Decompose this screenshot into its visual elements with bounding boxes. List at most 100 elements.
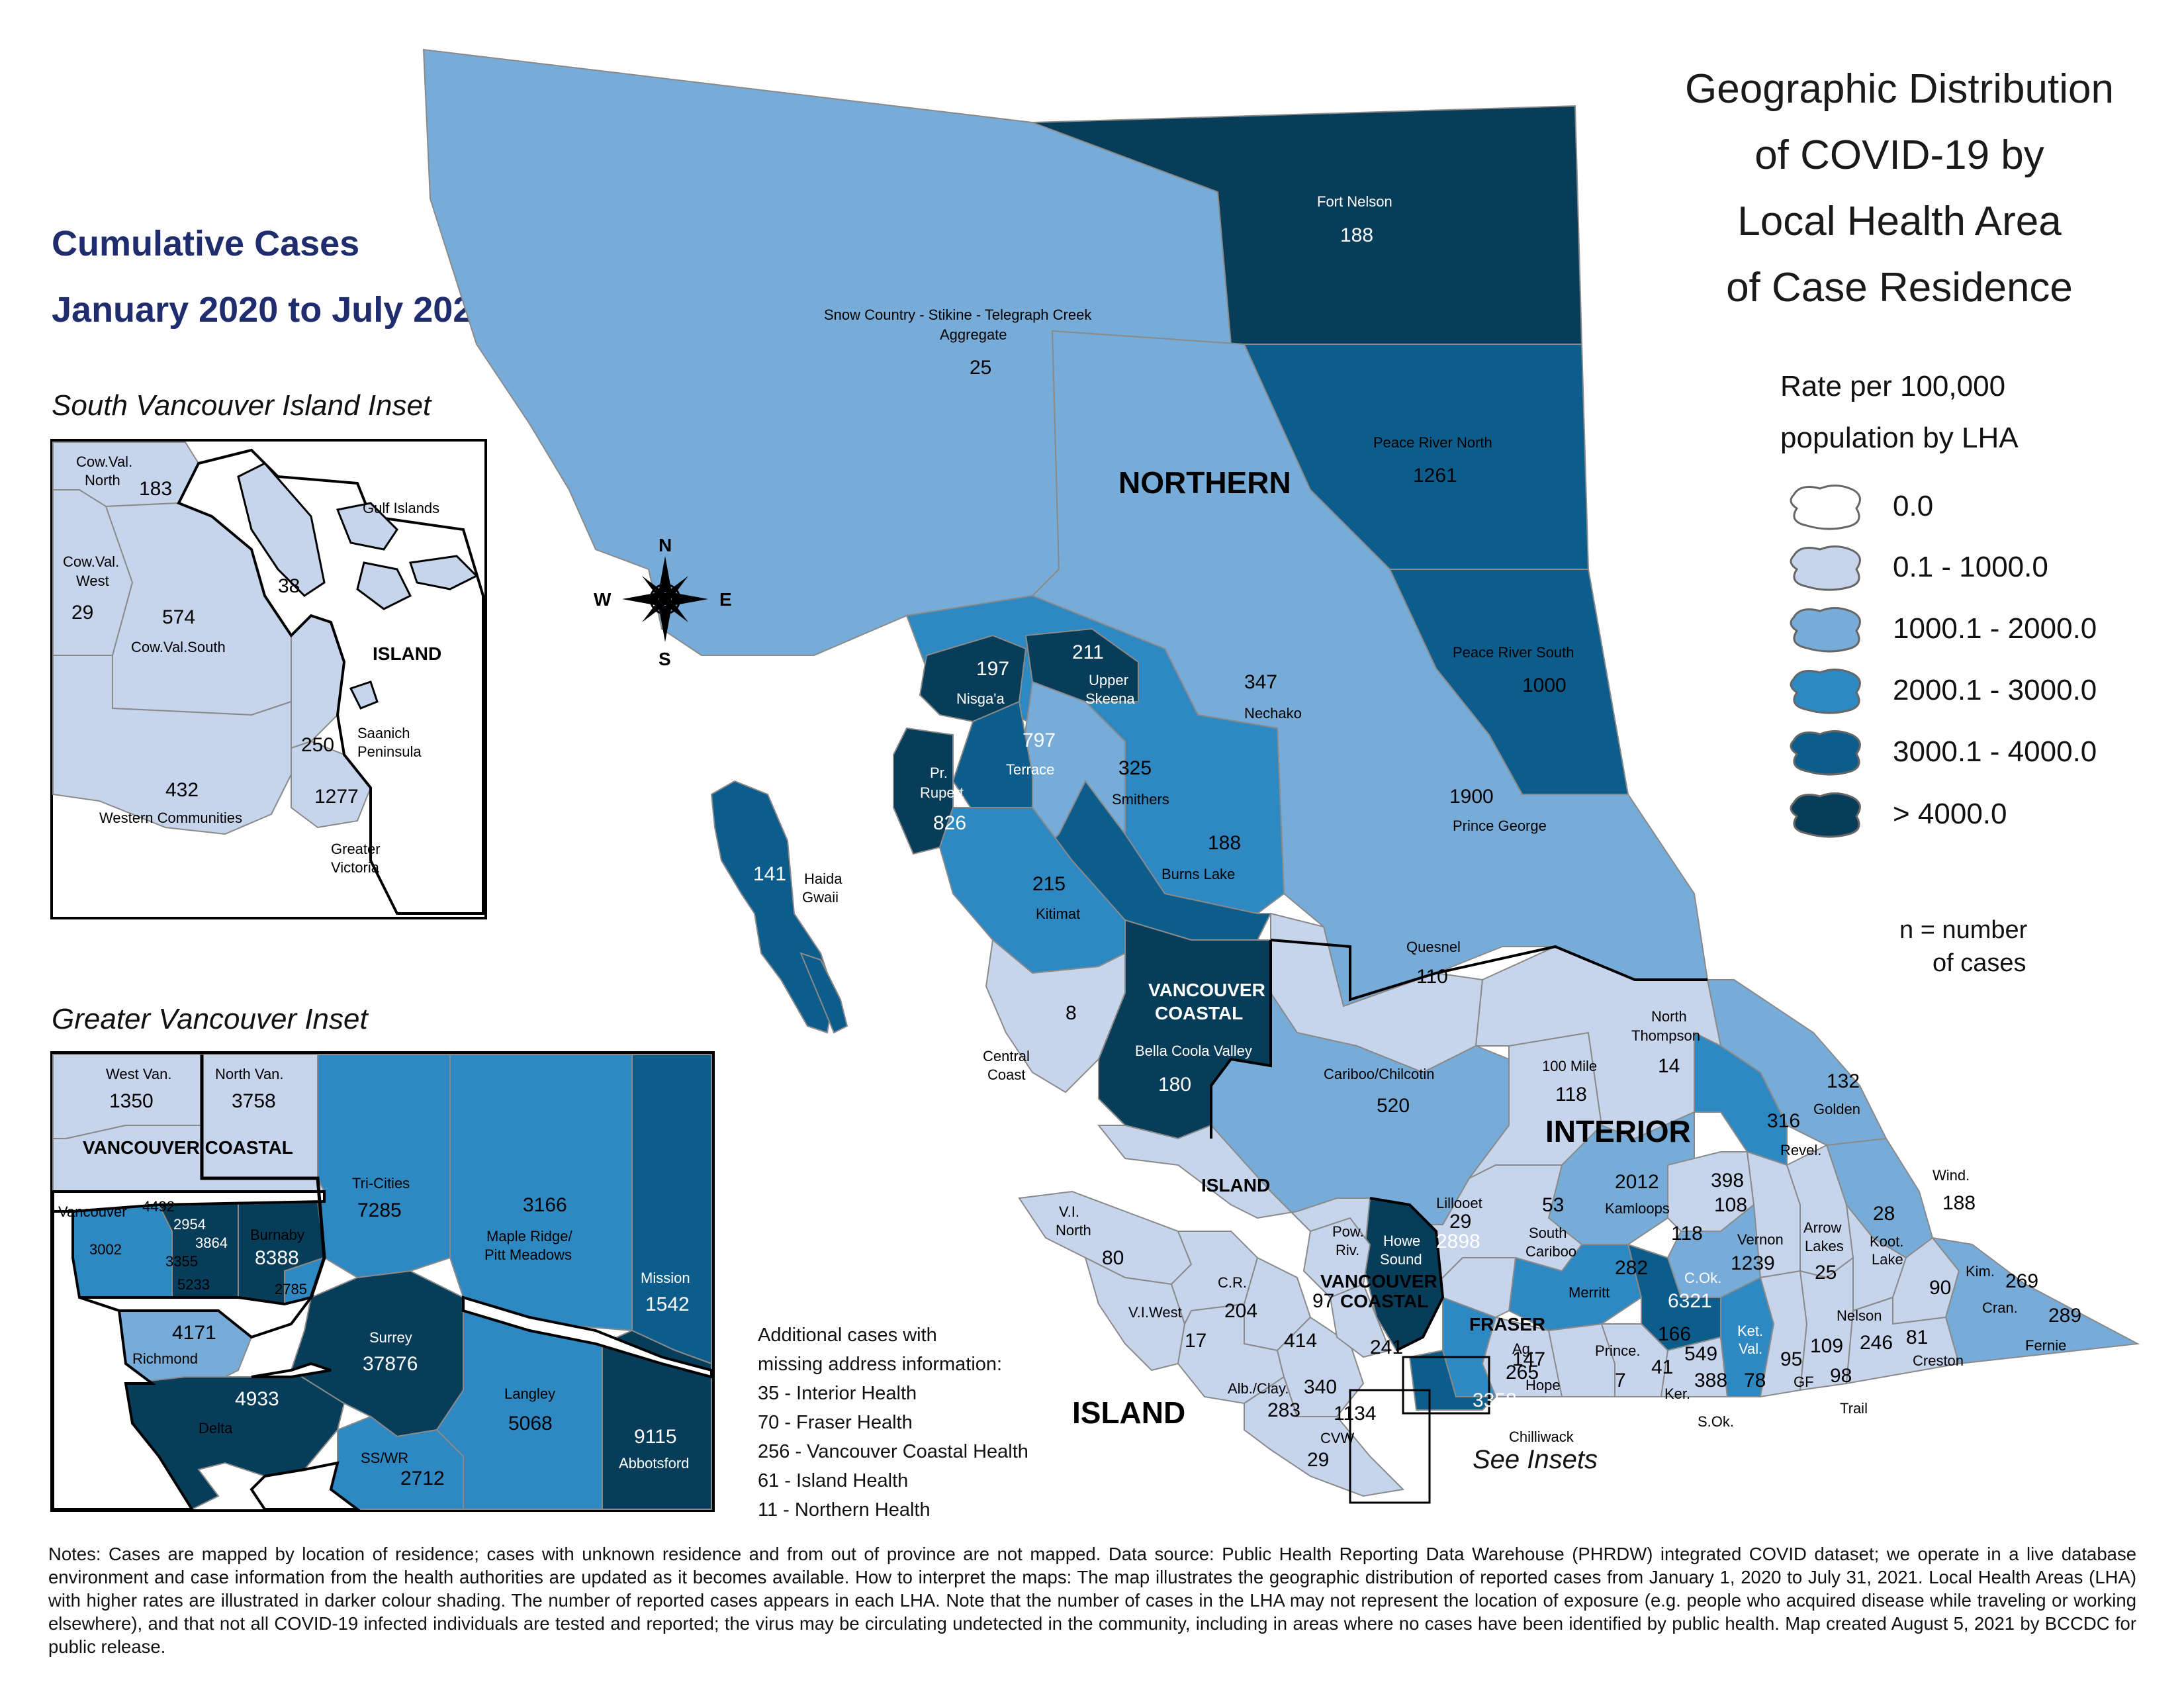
ha-label-interior: INTERIOR: [1545, 1114, 1691, 1149]
gv-label-maple-ridge-2: Pitt Meadows: [484, 1246, 572, 1263]
svi-western-communities: [52, 655, 292, 835]
svi-count-cow-val-west: 29: [71, 602, 93, 624]
gv-label-mission: Mission: [641, 1270, 690, 1286]
lha-count-enderby: 118: [1671, 1223, 1703, 1244]
map-title: Geographic Distribution of COVID-19 by L…: [1648, 56, 2151, 321]
gv-count-vancouver: 4492: [142, 1198, 175, 1215]
lha-label-kitimat: Kitimat: [1036, 906, 1080, 922]
gv-fraser-river-2: [251, 1362, 332, 1378]
svi-inset-locator: [1349, 1389, 1431, 1504]
lha-count-nechako: 347: [1244, 671, 1277, 693]
missing-line: 35 - Interior Health: [758, 1383, 917, 1404]
lha-count-alberni: 283: [1267, 1399, 1300, 1421]
gv-count-sswr: 2712: [400, 1468, 445, 1489]
lha-haida-gwaii: [710, 780, 835, 1034]
missing-line: Additional cases with: [758, 1325, 937, 1346]
svi-count-cow-val-south: 574: [162, 606, 195, 628]
lha-label-south-cariboo-1: South: [1529, 1225, 1567, 1241]
lha-count-burns-lake: 188: [1208, 832, 1241, 854]
lha-count-castlegar: 246: [1860, 1332, 1893, 1354]
lha-label-bella-coola: Bella Coola Valley: [1135, 1043, 1252, 1059]
lha-label-alberni: Alb./Clay.: [1228, 1380, 1289, 1397]
gv-count-van-c: 3355: [165, 1253, 198, 1270]
lha-label-golden: Golden: [1813, 1101, 1860, 1117]
svi-gulf-island-e: [349, 680, 379, 710]
gv-label-langley: Langley: [504, 1385, 555, 1402]
lha-label-kootenay-lake-2: Lake: [1872, 1251, 1903, 1268]
gv-label-west-van: West Van.: [106, 1066, 171, 1082]
lha-label-south-okanagan: S.Ok.: [1698, 1413, 1734, 1430]
gv-count-abbotsford: 9115: [634, 1426, 677, 1448]
lha-label-central-coast-2: Coast: [987, 1066, 1025, 1083]
legend-label-2: 1000.1 - 2000.0: [1893, 612, 2097, 645]
lha-label-kimberley: Kim.: [1966, 1263, 1995, 1280]
lha-label-vi-north-2: North: [1056, 1222, 1091, 1239]
gv-label-tri-cities: Tri-Cities: [352, 1175, 410, 1192]
lha-count-keremeos: 41: [1651, 1356, 1673, 1378]
lha-label-powell-river-2: Riv.: [1336, 1242, 1359, 1258]
lha-count-qualicum: 340: [1304, 1376, 1337, 1398]
lha-count-revelstoke: 316: [1767, 1110, 1800, 1132]
lha-count-pr-rupert: 826: [933, 812, 966, 834]
lha-label-powell-river-1: Pow.: [1332, 1223, 1364, 1240]
lha-label-princeton: Prince.: [1595, 1342, 1640, 1359]
svi-inset-title: South Vancouver Island Inset: [52, 389, 432, 422]
missing-line: 61 - Island Health: [758, 1470, 909, 1491]
gv-label-burnaby: Burnaby: [250, 1227, 304, 1243]
ha-label-northern: NORTHERN: [1118, 465, 1291, 500]
lha-count-haida-gwaii: 141: [753, 863, 786, 885]
lha-label-pr-rupert-2: Rupert: [920, 784, 964, 801]
lha-count-quesnel: 110: [1416, 966, 1448, 988]
lha-count-snow-country: 25: [970, 357, 991, 379]
lha-label-nelson: Nelson: [1837, 1307, 1882, 1324]
gv-boundary-bay: [250, 1461, 361, 1511]
lha-count-kettle-valley: 78: [1744, 1370, 1766, 1391]
svi-gulf-island-c: [356, 561, 412, 610]
lha-count-summerland: 166: [1658, 1323, 1691, 1345]
lha-label-haida-gwaii-1: Haida: [804, 870, 842, 887]
lha-cvw: [1244, 1376, 1405, 1497]
northern-region: [422, 48, 1709, 1034]
lha-count-creston: 81: [1906, 1327, 1928, 1348]
svi-label-saanich-2: Peninsula: [357, 743, 422, 760]
lha-upper-skeena: [1024, 628, 1139, 702]
svi-label-greater-victoria-2: Victoria: [331, 859, 380, 876]
interior-region: [1210, 912, 2140, 1411]
lha-label-arrow-lakes-1: Arrow: [1803, 1219, 1842, 1236]
lha-label-pr-rupert-1: Pr.: [930, 765, 948, 781]
lha-label-howe-sound-1: Howe: [1383, 1233, 1420, 1249]
lha-count-golden: 132: [1827, 1070, 1860, 1092]
missing-line: 256 - Vancouver Coastal Health: [758, 1441, 1028, 1462]
gv-count-burnaby: 8388: [255, 1247, 299, 1269]
legend-label-3: 2000.1 - 3000.0: [1893, 674, 2097, 706]
lha-count-100-mile: 118: [1555, 1084, 1587, 1105]
svi-count-cow-val-north: 183: [139, 478, 172, 500]
svi-label-cow-val-south: Cow.Val.South: [131, 639, 226, 655]
lha-label-fernie: Fernie: [2025, 1337, 2066, 1354]
lha-label-terrace: Terrace: [1006, 761, 1054, 778]
n-note-line: n = number: [1899, 916, 2028, 944]
lha-fernie: [1931, 1237, 2140, 1365]
gv-label-delta: Delta: [199, 1420, 233, 1436]
lha-label-north-thompson-1: North: [1651, 1008, 1687, 1025]
lha-count-north-thompson: 14: [1658, 1055, 1680, 1077]
lha-label-central-okanagan: C.Ok.: [1684, 1270, 1721, 1286]
lha-count-agassiz: 265: [1506, 1362, 1539, 1383]
ha-label-vch-small-1: VANCOUVER: [1320, 1271, 1437, 1291]
lha-count-howe-sound: 2898: [1436, 1231, 1480, 1252]
gv-label-richmond: Richmond: [132, 1350, 198, 1367]
lha-label-agassiz: Ag.: [1512, 1340, 1534, 1357]
lha-label-south-cariboo-2: Cariboo: [1525, 1243, 1576, 1260]
legend-title: Rate per 100,000 population by LHA: [1780, 361, 2111, 464]
lha-count-cariboo-chilcotin: 520: [1377, 1095, 1410, 1117]
legend-item-5: > 4000.0: [1787, 788, 2007, 841]
ha-label-vch-line1: VANCOUVER: [1148, 980, 1265, 1000]
notes-paragraph: Notes: Cases are mapped by location of r…: [48, 1544, 2136, 1657]
lha-label-nisgaa: Nisga'a: [956, 690, 1005, 707]
lha-count-salmon-arm: 398: [1711, 1170, 1744, 1192]
lha-count-cvw: 29: [1307, 1449, 1329, 1471]
gv-count-delta: 4933: [235, 1388, 279, 1410]
lha-creston: [1845, 1296, 1960, 1385]
legend-item-3: 2000.1 - 3000.0: [1787, 664, 2097, 717]
